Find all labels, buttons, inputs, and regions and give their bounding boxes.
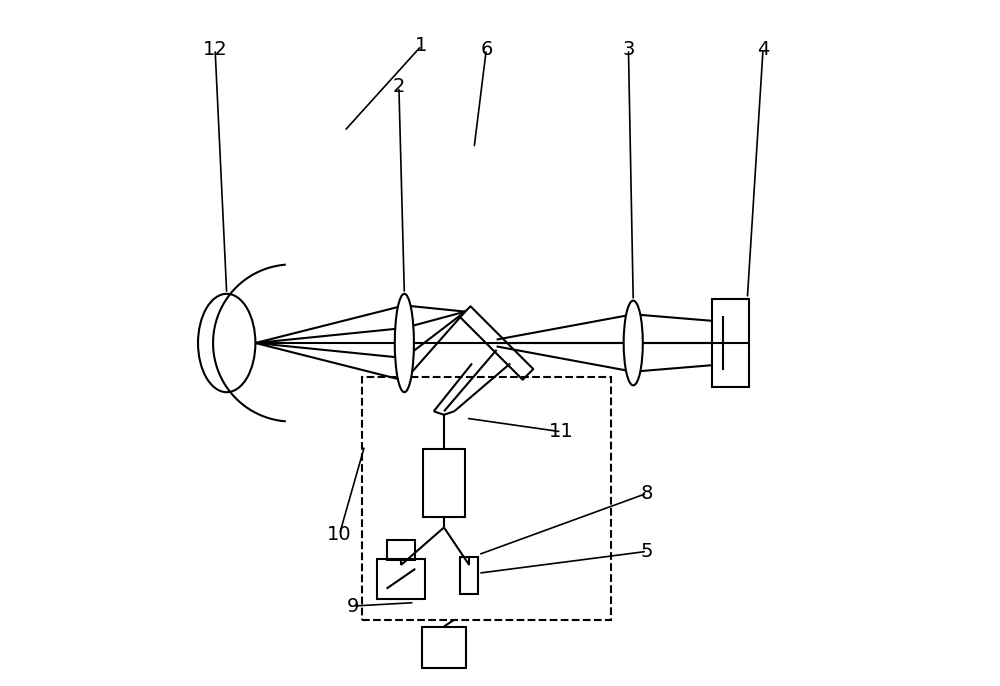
Text: 5: 5	[641, 542, 653, 561]
Bar	[712, 298, 749, 388]
Bar	[362, 377, 611, 619]
Text: 2: 2	[393, 78, 405, 96]
Bar	[422, 626, 466, 667]
Text: 11: 11	[549, 423, 574, 441]
Text: 1: 1	[415, 36, 428, 56]
Bar	[377, 559, 425, 598]
Ellipse shape	[395, 294, 414, 392]
Bar	[387, 540, 415, 560]
Bar	[423, 449, 465, 517]
Text: 8: 8	[641, 484, 653, 503]
Text: 4: 4	[757, 40, 769, 59]
Text: 3: 3	[622, 40, 635, 59]
Text: 10: 10	[327, 525, 352, 544]
Text: 12: 12	[203, 40, 227, 59]
Bar	[460, 556, 478, 594]
Ellipse shape	[624, 300, 643, 386]
Text: 9: 9	[347, 597, 359, 615]
Text: 6: 6	[480, 40, 493, 59]
